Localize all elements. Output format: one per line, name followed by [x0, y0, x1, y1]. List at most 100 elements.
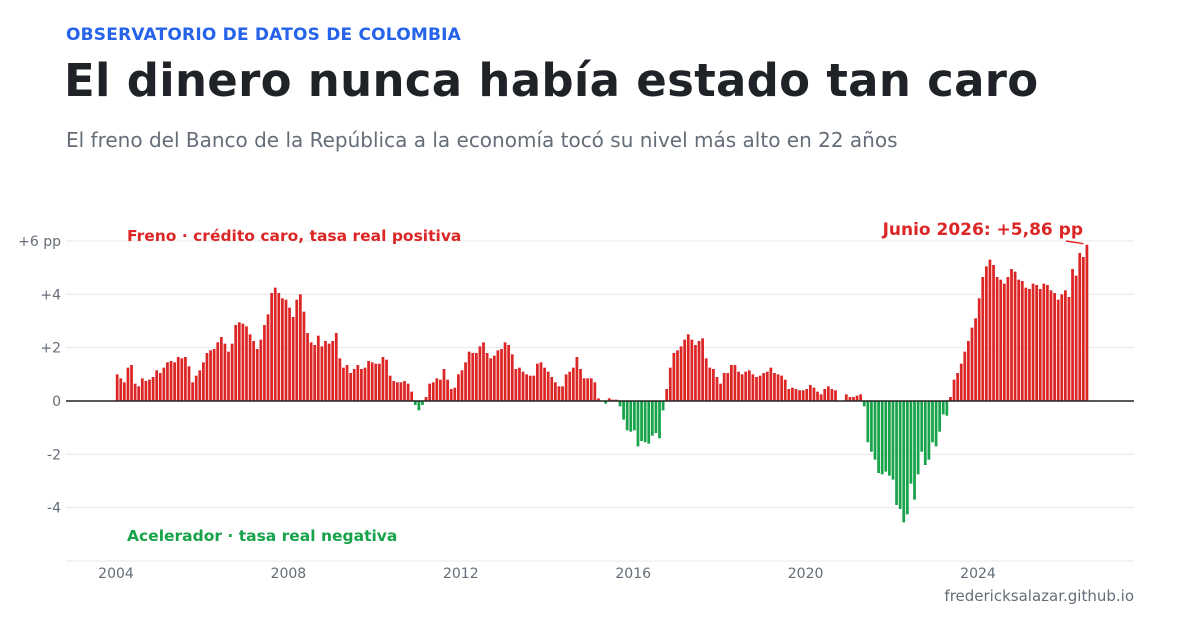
latest-value-annotation: Junio 2026: +5,86 pp	[882, 220, 1083, 240]
bar	[227, 351, 230, 401]
bar	[137, 386, 141, 401]
bar	[395, 382, 399, 401]
bar	[166, 362, 169, 401]
bar	[747, 370, 751, 401]
bar	[783, 379, 787, 401]
y-tick-label: +6 pp	[18, 234, 61, 250]
bar	[352, 369, 356, 401]
x-tick-label: 2012	[443, 566, 479, 582]
bar	[140, 378, 144, 401]
bar	[119, 378, 123, 401]
bar	[122, 382, 126, 401]
bar	[241, 323, 245, 401]
bar	[564, 374, 568, 401]
bar	[521, 371, 525, 401]
bar	[729, 365, 733, 401]
bar	[482, 342, 485, 401]
bar	[636, 401, 640, 447]
bar	[812, 387, 816, 401]
bar	[715, 377, 719, 401]
bar	[424, 397, 428, 401]
bar	[478, 346, 482, 401]
bar	[694, 345, 697, 401]
bar	[162, 367, 166, 401]
bar	[647, 401, 651, 444]
bar	[1064, 290, 1067, 401]
bar	[830, 389, 834, 401]
bar	[579, 369, 582, 401]
bar	[880, 401, 884, 475]
bar	[363, 367, 367, 401]
bar	[769, 367, 773, 401]
bar	[313, 345, 317, 401]
bar	[895, 401, 898, 505]
bar	[967, 341, 970, 401]
bar	[755, 377, 758, 401]
bar	[151, 377, 155, 401]
x-tick-label: 2016	[615, 566, 651, 582]
bar	[808, 385, 812, 401]
bar	[449, 389, 453, 401]
bar	[417, 401, 421, 411]
bar	[518, 367, 521, 401]
bar	[510, 354, 514, 401]
bar	[324, 341, 327, 401]
bar	[977, 298, 981, 401]
bar	[927, 401, 931, 460]
bar	[252, 341, 256, 401]
bar	[539, 362, 543, 401]
bar	[852, 397, 855, 401]
bar	[284, 299, 288, 401]
annotation-leader-line	[1065, 240, 1084, 245]
bar	[1071, 269, 1074, 401]
bar	[737, 371, 740, 401]
bar	[916, 401, 920, 475]
bar	[650, 401, 654, 436]
bar	[421, 401, 424, 405]
bar	[331, 341, 335, 401]
y-tick-label: 0	[52, 394, 61, 410]
bar	[209, 350, 212, 401]
bar	[733, 365, 737, 401]
bar	[528, 375, 532, 401]
bar	[399, 382, 403, 401]
bar	[686, 334, 690, 401]
bar	[381, 357, 385, 401]
bar	[1053, 293, 1056, 401]
bar	[298, 294, 302, 401]
bar	[514, 369, 518, 401]
bar	[898, 401, 902, 509]
y-tick-label: +2	[40, 341, 61, 357]
bar	[988, 259, 992, 401]
bar	[302, 311, 306, 401]
bar	[665, 389, 669, 401]
bar	[744, 371, 748, 401]
bar	[223, 343, 227, 401]
bar	[992, 265, 995, 401]
bar	[435, 378, 439, 401]
bar	[941, 401, 945, 415]
bar	[586, 378, 590, 401]
bar	[496, 350, 500, 401]
bar	[798, 390, 801, 401]
bar	[582, 378, 586, 401]
bar	[607, 398, 611, 401]
bar	[826, 386, 830, 401]
bar	[169, 361, 173, 401]
bar	[216, 342, 220, 401]
bar	[345, 365, 349, 401]
bar	[751, 374, 755, 401]
bar	[794, 389, 798, 401]
bar	[349, 373, 353, 401]
bar	[945, 401, 949, 416]
bar	[202, 362, 205, 401]
bar	[618, 401, 622, 407]
bar	[403, 381, 406, 401]
bar	[507, 345, 511, 401]
bar	[295, 299, 299, 401]
bar	[963, 351, 967, 401]
bar	[633, 401, 636, 431]
bar	[597, 398, 600, 401]
bar	[819, 394, 823, 401]
bar	[320, 346, 324, 401]
